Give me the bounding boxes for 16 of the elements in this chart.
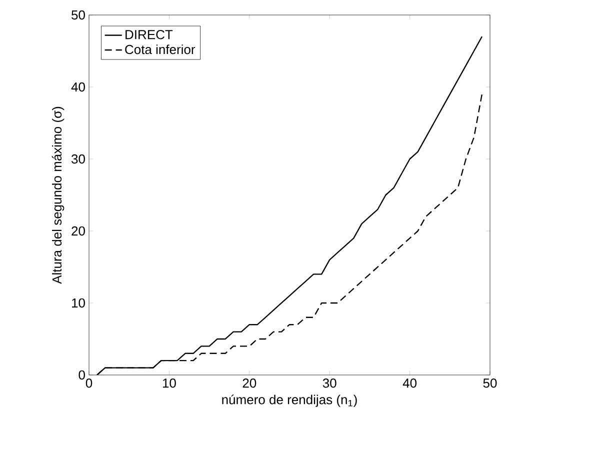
legend-label: Cota inferior <box>125 44 196 54</box>
x-tick-label: 30 <box>322 378 336 388</box>
y-tick-label: 40 <box>71 82 85 92</box>
x-tick-label: 20 <box>242 378 256 388</box>
y-tick-label: 30 <box>72 154 85 164</box>
y-tick-label: 0 <box>78 370 85 380</box>
y-tick-label: 20 <box>72 226 85 236</box>
y-axis-title: Altura del segundo máximo (σ) <box>52 106 64 284</box>
x-tick-label: 50 <box>483 378 497 388</box>
x-tick-label: 10 <box>162 378 176 388</box>
y-tick-label: 10 <box>72 298 85 308</box>
legend-label: DIRECT <box>126 30 173 40</box>
x-tick-label: 40 <box>402 378 417 388</box>
x-tick-label: 0 <box>86 378 92 388</box>
x-axis-title: número de rendijas (n$_{1}$) <box>222 394 357 407</box>
y-tick-label: 50 <box>72 10 85 20</box>
